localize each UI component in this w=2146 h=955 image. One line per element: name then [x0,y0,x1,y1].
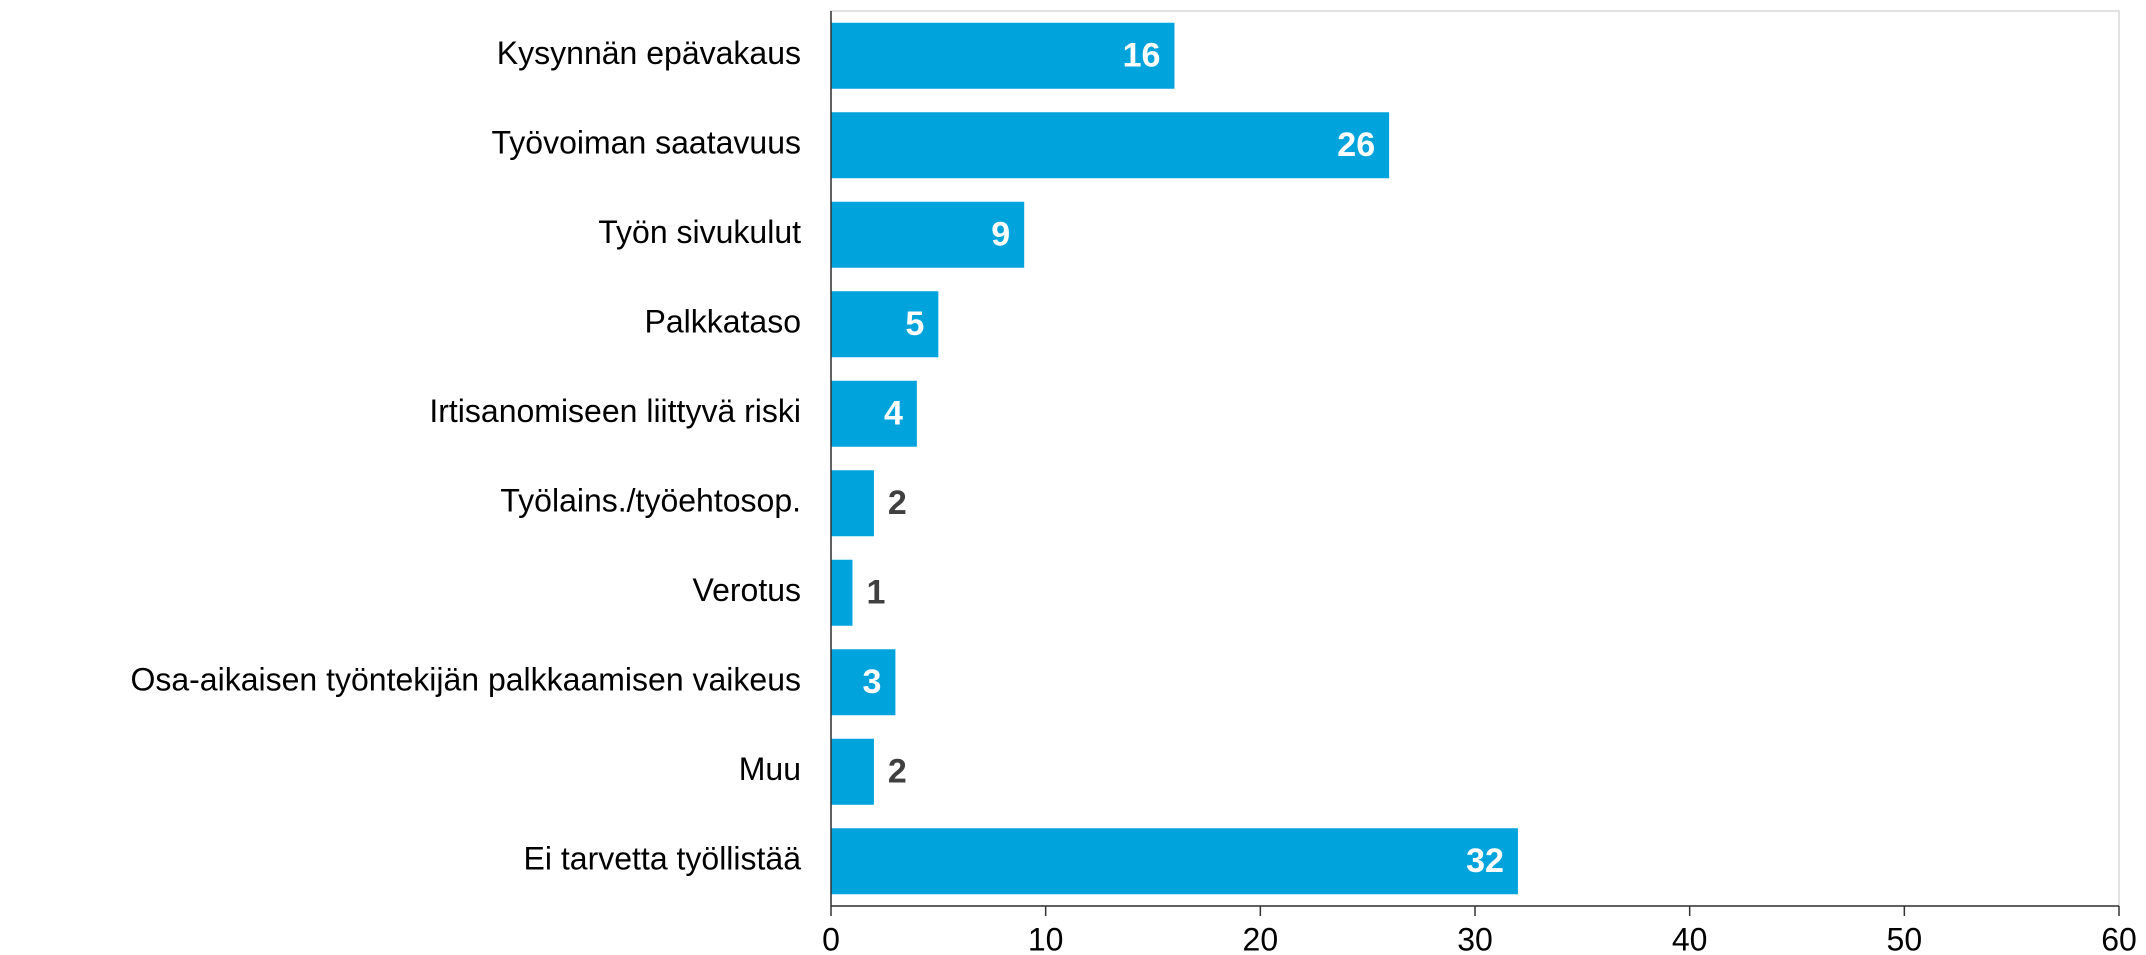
x-tick-label: 10 [1028,921,1064,955]
value-label: 2 [888,753,907,791]
bar [831,828,1518,895]
bar [831,738,874,805]
bar [831,470,874,537]
y-tick-label: Työvoiman saatavuus [492,125,802,161]
value-label: 4 [884,395,903,433]
y-tick-label: Muu [739,751,801,787]
value-label: 3 [862,663,881,701]
bar [831,380,917,447]
x-tick-label: 20 [1243,921,1279,955]
value-label: 32 [1466,842,1504,880]
y-tick-label: Kysynnän epävakaus [497,35,801,71]
x-tick-label: 40 [1672,921,1708,955]
bar [831,201,1025,268]
y-tick-label: Osa-aikaisen työntekijän palkkaamisen va… [130,662,801,698]
y-tick-label: Työlains./työehtosop. [500,483,801,519]
value-label: 16 [1123,37,1161,75]
y-tick-label: Verotus [692,572,801,608]
bar [831,22,1175,89]
y-tick-label: Irtisanomiseen liittyvä riski [429,393,801,429]
value-label: 9 [991,216,1010,254]
x-tick-label: 30 [1457,921,1493,955]
x-tick-label: 0 [822,921,840,955]
bar [831,291,939,358]
x-tick-label: 60 [2101,921,2137,955]
value-label: 26 [1337,126,1375,164]
bar [831,649,896,716]
bar [831,559,853,626]
value-label: 2 [888,484,907,522]
y-tick-label: Ei tarvetta työllistää [524,841,802,877]
y-tick-label: Työn sivukulut [598,214,801,250]
value-label: 5 [905,305,924,343]
bar [831,112,1390,179]
x-tick-label: 50 [1887,921,1923,955]
y-tick-label: Palkkataso [644,304,801,340]
value-label: 1 [866,574,885,612]
